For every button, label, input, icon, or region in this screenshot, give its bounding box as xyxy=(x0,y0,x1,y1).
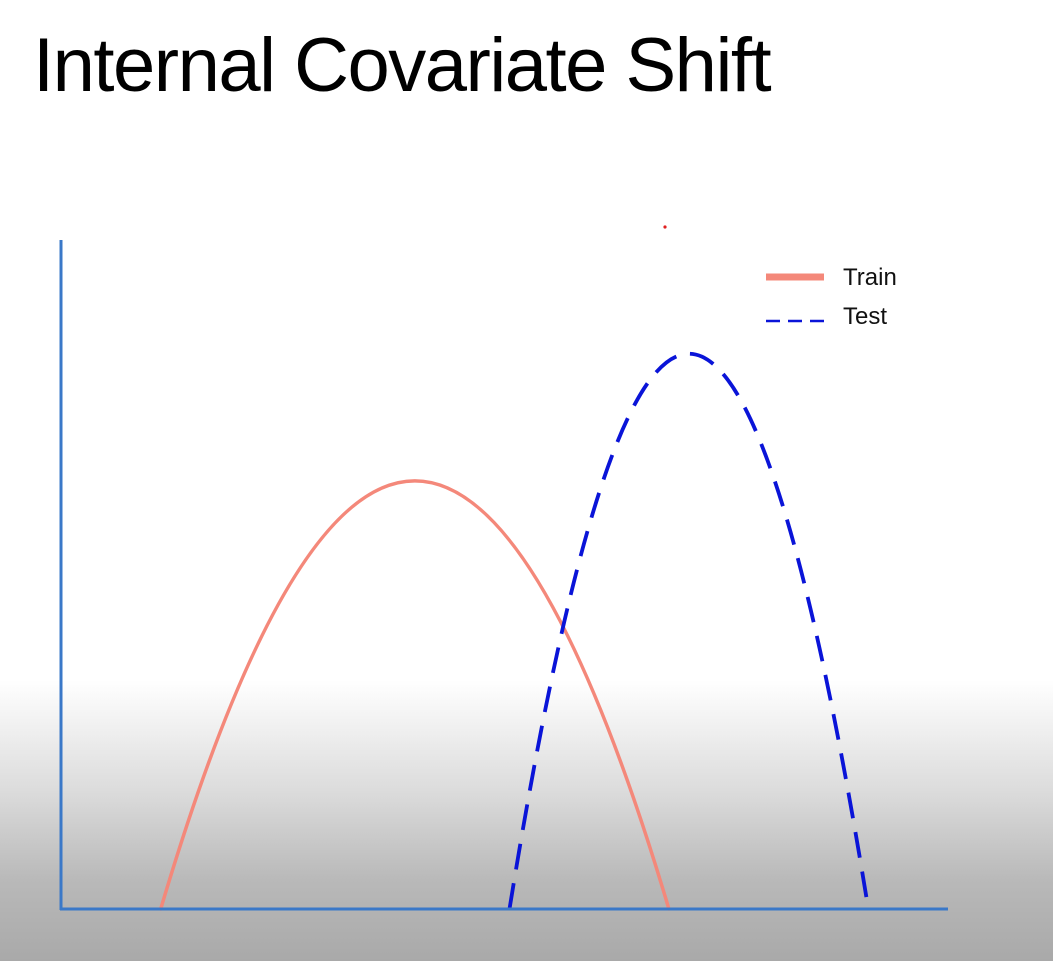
test-curve xyxy=(507,352,871,910)
slide-title: Internal Covariate Shift xyxy=(33,23,772,108)
legend-test-label: Test xyxy=(843,303,887,330)
legend-train-label: Train xyxy=(843,264,897,291)
legend: Train Test xyxy=(766,264,897,330)
train-curve xyxy=(158,479,671,911)
laser-pointer-dot xyxy=(663,225,667,229)
